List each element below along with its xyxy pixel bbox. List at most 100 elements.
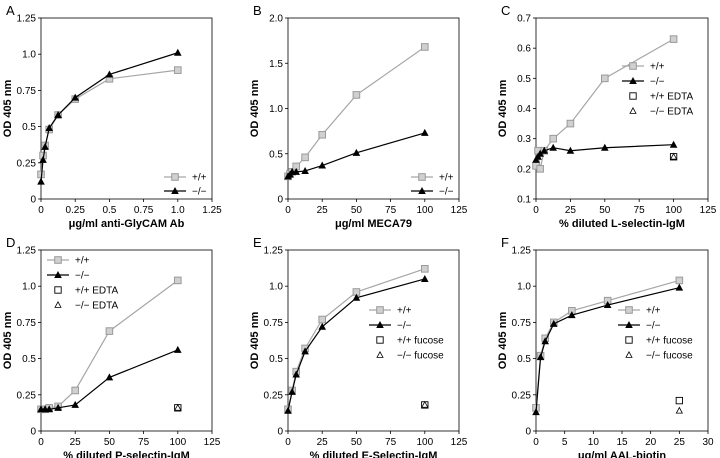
series-2 [675,396,683,405]
data-point [568,311,576,319]
y-tick-label: 0.5 [22,122,36,133]
panel-letter: A [6,3,15,18]
legend-label: −/− [439,187,454,198]
y-tick-label: 1.25 [264,246,284,257]
data-point [541,337,549,345]
data-point [284,406,292,414]
data-point [669,35,678,43]
legend: +/+ −/− [164,173,207,198]
data-point [71,386,80,395]
data-point [301,153,309,162]
y-tick-label: 0.7 [517,14,531,25]
panel-letter: C [501,3,510,18]
y-axis-label: OD 405 nm [497,80,509,138]
data-point [288,387,296,395]
y-tick-label: 0 [525,427,531,438]
y-tick-label: 1.0 [517,282,531,293]
legend: +/+ −/− +/+ EDTA −/− EDTA [47,256,118,312]
x-tick-label: 100 [416,205,433,216]
y-tick-label: 1.25 [17,246,37,257]
legend-label: −/− [75,271,90,282]
data-point [421,274,429,282]
data-point [536,353,545,361]
series-0 [532,35,678,173]
data-point [292,167,301,175]
legend-label: +/+ [75,256,90,267]
data-point [603,301,612,309]
x-tick-label: 100 [416,437,433,448]
legend-marker [54,256,62,264]
legend-marker [418,187,426,194]
data-point [39,155,47,163]
series-3 [421,400,429,408]
panel-letter: F [501,235,509,250]
y-axis-label: OD 405 nm [2,80,14,138]
data-point [601,74,609,83]
data-point [105,327,114,335]
plot-frame [40,17,213,200]
x-tick-label: 0.25 [65,205,85,216]
data-point [45,124,54,132]
legend-marker [376,336,384,344]
legend-marker [376,321,384,328]
x-tick-label: 125 [700,205,717,216]
y-tick-label: 1.25 [17,14,37,25]
y-tick-label: 0.75 [264,318,284,329]
panel-f: F 0 5 10 15 20 25 30 0 0.25 0.5 0.75 1.0 1.25 μg/ml AA… [497,235,714,458]
x-tick-label: 50 [351,205,363,216]
x-tick-label: 25 [674,437,686,448]
x-tick-label: 10 [588,437,600,448]
x-tick-label: 0 [38,205,44,216]
legend-marker [625,321,633,328]
series-3 [669,152,678,160]
data-point [105,373,114,381]
x-tick-label: 25 [317,437,329,448]
y-tick-label: 0.25 [512,390,532,401]
data-point [301,347,309,355]
data-point [318,161,326,169]
x-tick-label: 0.75 [134,205,154,216]
legend-label: −/− [650,77,665,88]
x-axis-label: μg/ml AAL-biotin [578,450,666,458]
legend-label: −/− EDTA [75,301,118,312]
y-tick-label: 2.0 [269,14,283,25]
plot-frame [40,249,213,432]
data-point [174,276,182,285]
data-point [352,148,361,156]
panel-b: B 0 25 50 75 100 125 0 0.5 1.0 1.5 2.0 μg/ml MECA79 O… [249,3,468,230]
series-1 [284,128,429,180]
data-point [54,403,62,411]
legend-marker [629,77,637,84]
y-axis-label: OD 405 nm [249,80,261,138]
data-point [352,91,361,99]
x-tick-label: 0 [533,205,539,216]
legend-label: +/+ EDTA [75,286,118,297]
data-point [352,293,361,301]
plot-frame [287,249,460,432]
legend-marker [625,336,633,344]
x-axis-label: % diluted E-Selectin-IgM [310,450,438,458]
legend: +/+ −/− +/+ fucose −/− fucose [369,306,444,362]
x-tick-label: 100 [665,205,682,216]
y-tick-label: 0.5 [269,149,283,160]
y-tick-label: 0.75 [17,318,37,329]
legend-label: +/+ [397,306,412,317]
x-tick-label: 50 [599,205,611,216]
panel-e: E 0 25 50 75 100 125 0 0.25 0.5 0.75 1.0 1.25 % dilut… [249,235,468,458]
legend-label: −/− [646,321,661,332]
legend-marker [376,306,384,314]
data-point [566,146,575,154]
y-tick-label: 0.2 [517,164,531,175]
x-axis-label: μg/ml MECA79 [335,218,412,230]
data-point [174,403,182,411]
y-tick-label: 1.0 [22,50,36,61]
data-point [549,319,558,327]
x-tick-label: 100 [169,437,186,448]
y-tick-label: 0.1 [517,195,531,206]
data-point [37,177,45,185]
data-point [54,111,62,119]
x-tick-label: 20 [645,437,657,448]
panel-letter: B [253,3,262,18]
data-point [421,400,429,408]
x-axis-label: μg/ml anti-GlyCAM Ab [69,218,185,230]
